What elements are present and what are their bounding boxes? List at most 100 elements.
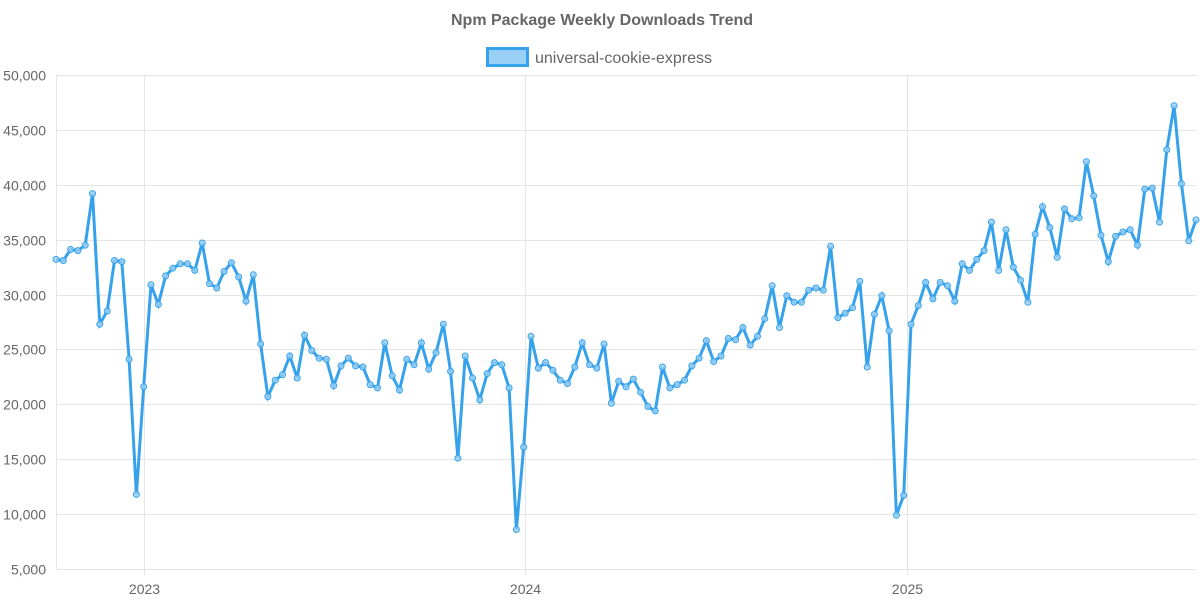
data-point [59,257,67,264]
data-point [293,374,301,382]
data-point [512,526,520,533]
data-point [264,393,272,401]
data-point [308,347,316,354]
data-point [936,279,944,286]
data-point [710,358,718,365]
data-point [966,266,973,274]
data-point [257,340,265,348]
data-point [571,363,579,371]
data-point [301,331,308,339]
data-point [929,295,937,303]
data-point [447,367,455,375]
data-point [907,320,915,328]
data-point [1177,180,1185,188]
y-tick-label: 35,000 [3,233,46,249]
y-tick-label: 20,000 [3,397,46,413]
data-point [1112,232,1120,240]
data-point [344,354,352,362]
data-point [761,315,769,323]
data-point [958,260,966,268]
data-point [184,260,191,268]
data-point [666,384,674,392]
data-point [564,380,571,387]
data-point [856,277,864,285]
series-line [55,105,1198,530]
data-point [1002,226,1010,234]
data-point [878,292,886,300]
data-point [739,324,747,331]
data-point [89,190,96,198]
data-point [673,381,681,389]
data-point [81,241,89,249]
y-tick-label: 25,000 [3,342,46,358]
data-point [805,286,813,294]
data-point [1097,231,1105,239]
data-point [191,266,199,274]
data-point [841,309,849,317]
data-point [1046,224,1054,232]
data-point [783,292,791,300]
data-point [980,247,988,255]
chart-title: Npm Package Weekly Downloads Trend [451,12,753,29]
data-point [1017,276,1025,284]
data-point [154,300,162,308]
data-point [702,337,710,345]
data-point [1141,185,1149,193]
data-point [987,218,995,226]
data-point [768,282,776,290]
data-point [403,355,411,363]
data-point [892,511,900,519]
data-point [834,314,842,322]
data-point [213,284,221,292]
data-point [1126,226,1134,234]
data-point [315,354,323,362]
data-point [1082,158,1090,166]
data-point [271,376,279,384]
data-point [352,362,360,370]
data-point [381,339,389,347]
data-point [1031,230,1039,238]
data-point [476,396,484,404]
data-point [1090,192,1098,200]
data-point [52,255,60,263]
data-point [688,362,696,370]
data-point [586,361,593,369]
data-point [1163,146,1171,154]
data-point [1192,216,1200,224]
data-point [556,376,564,384]
data-point [651,407,659,415]
y-tick-label: 40,000 [3,178,46,194]
data-point [227,259,235,267]
data-point [74,247,82,255]
data-point [695,354,703,362]
data-point [483,370,491,378]
data-point [359,363,367,371]
data-point [600,340,608,348]
data-point [900,491,908,499]
y-tick-label: 15,000 [3,452,46,468]
data-point [103,307,111,315]
data-point [67,246,75,253]
data-point [914,302,922,309]
data-point [549,366,557,374]
data-point [498,361,506,369]
data-point [366,381,374,389]
grid [56,75,1196,575]
data-point [527,332,535,340]
data-point [162,272,170,280]
legend-label: universal-cookie-express [535,50,712,67]
x-axis: 2023 2024 2025 [129,581,923,597]
data-point [1104,258,1112,266]
data-point [644,403,652,410]
data-point [1068,215,1076,223]
data-point [322,355,330,363]
data-point [432,349,440,357]
data-point [849,304,856,312]
series-universal-cookie-express [52,102,1200,533]
data-point [235,273,243,281]
data-point [337,362,345,370]
data-point [681,376,688,384]
data-point [1053,253,1061,261]
legend-item[interactable]: universal-cookie-express [486,47,712,68]
